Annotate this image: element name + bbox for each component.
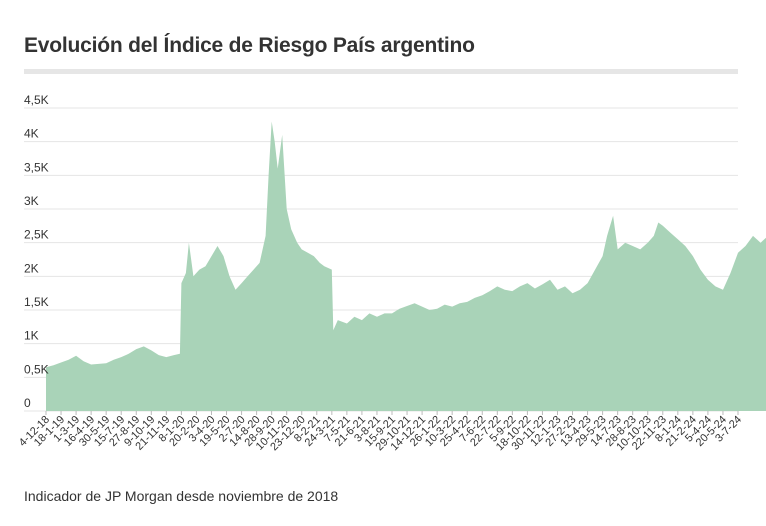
source-note: Indicador de JP Morgan desde noviembre d… — [24, 488, 339, 504]
y-tick-label: 2,5K — [24, 228, 49, 242]
area-series — [46, 121, 766, 411]
title-divider — [24, 69, 738, 74]
y-tick-label: 4K — [24, 127, 39, 141]
y-axis-labels: 0 0,5K 1K 1,5K 2K 2,5K 3K 3,5K 4K 4,5K — [24, 93, 49, 410]
y-tick-label: 0 — [24, 396, 31, 410]
y-tick-label: 0,5K — [24, 362, 49, 376]
chart-title: Evolución del Índice de Riesgo País arge… — [24, 34, 475, 57]
y-tick-label: 4,5K — [24, 93, 49, 107]
x-axis-labels: 4-12-1818-1-191-3-1916-4-1930-5-1915-7-1… — [17, 411, 744, 453]
y-tick-label: 2K — [24, 261, 39, 275]
series-area — [46, 121, 766, 411]
y-tick-label: 1,5K — [24, 295, 49, 309]
y-tick-label: 3,5K — [24, 160, 49, 174]
y-tick-label: 3K — [24, 194, 39, 208]
y-tick-label: 1K — [24, 329, 39, 343]
